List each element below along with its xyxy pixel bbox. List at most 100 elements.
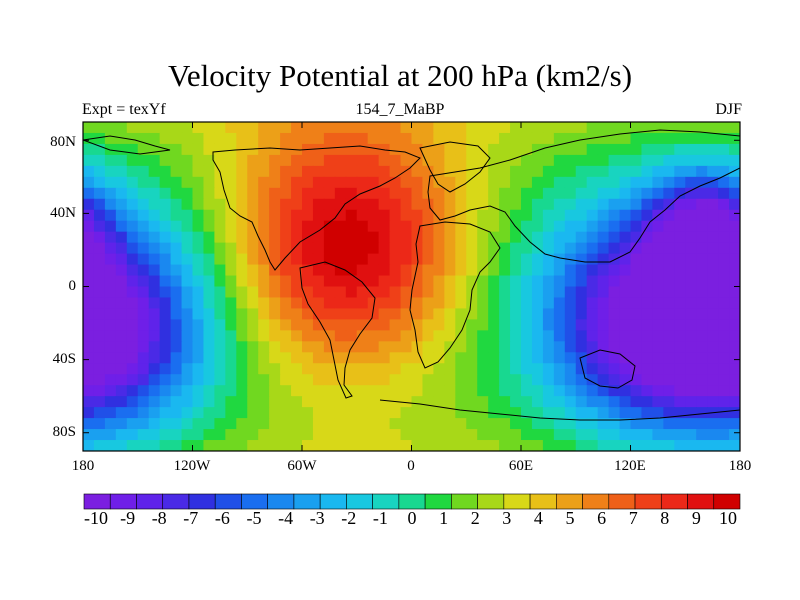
field-cell xyxy=(367,176,380,189)
field-cell xyxy=(652,176,664,189)
field-cell xyxy=(510,429,522,441)
field-cell xyxy=(126,132,139,145)
field-cell xyxy=(258,418,270,430)
field-cell xyxy=(312,308,325,320)
field-cell xyxy=(356,264,369,277)
field-cell xyxy=(345,176,358,189)
field-cell xyxy=(192,374,205,386)
field-cell xyxy=(389,231,402,244)
field-cell xyxy=(159,132,172,145)
field-cell xyxy=(312,319,325,331)
field-cell xyxy=(608,220,621,233)
field-cell xyxy=(729,220,740,233)
field-cell xyxy=(378,319,391,331)
field-cell xyxy=(291,198,303,211)
field-cell xyxy=(93,143,106,156)
field-cell xyxy=(521,231,533,244)
field-cell xyxy=(258,176,270,189)
field-cell xyxy=(641,154,653,167)
field-cell xyxy=(367,122,380,134)
field-cell xyxy=(619,418,632,430)
field-cell xyxy=(674,319,686,331)
field-cell xyxy=(389,220,402,233)
field-cell xyxy=(674,132,686,145)
field-cell xyxy=(225,363,237,375)
field-cell xyxy=(345,220,358,233)
field-cell xyxy=(83,198,95,211)
field-cell xyxy=(345,319,358,331)
field-cell xyxy=(564,198,577,211)
field-cell xyxy=(553,253,566,266)
field-cell xyxy=(477,165,489,178)
field-cell xyxy=(608,330,621,342)
field-cell xyxy=(148,341,161,353)
field-cell xyxy=(411,286,424,299)
field-cell xyxy=(400,396,413,408)
field-cell xyxy=(597,220,610,233)
field-cell xyxy=(302,122,314,134)
field-cell xyxy=(422,297,434,310)
field-cell xyxy=(312,352,325,364)
field-cell xyxy=(521,440,533,451)
field-cell xyxy=(225,385,237,397)
field-cell xyxy=(608,308,621,320)
field-cell xyxy=(630,396,643,408)
lon-tick-180e: 180 xyxy=(728,458,752,474)
axis-ticks xyxy=(82,122,741,451)
field-cell xyxy=(531,122,544,134)
field-cell xyxy=(411,418,424,430)
field-cell xyxy=(422,253,434,266)
field-cell xyxy=(411,319,424,331)
field-cell xyxy=(291,363,303,375)
field-cell xyxy=(652,275,664,288)
field-cell xyxy=(466,154,478,167)
field-cell xyxy=(466,407,478,419)
field-cell xyxy=(258,165,270,178)
field-cell xyxy=(466,209,478,222)
field-cell xyxy=(269,242,281,255)
field-cell xyxy=(488,220,500,233)
field-cell xyxy=(586,198,599,211)
field-cell xyxy=(674,242,686,255)
field-cell xyxy=(93,396,106,408)
field-cell xyxy=(499,341,511,353)
field-cell xyxy=(356,352,369,364)
field-cell xyxy=(345,231,358,244)
field-cell xyxy=(685,275,697,288)
field-cell xyxy=(542,220,555,233)
field-cell xyxy=(674,165,686,178)
field-cell xyxy=(137,209,150,222)
field-cell xyxy=(148,209,161,222)
field-cell xyxy=(323,396,336,408)
field-cell xyxy=(323,407,336,419)
field-cell xyxy=(422,396,434,408)
field-cell xyxy=(236,187,248,200)
field-cell xyxy=(280,374,292,386)
field-cell xyxy=(521,165,533,178)
field-cell xyxy=(214,352,226,364)
field-cell xyxy=(236,198,248,211)
field-cell xyxy=(159,231,172,244)
field-cell xyxy=(115,418,128,430)
field-cell xyxy=(192,122,205,134)
field-cell xyxy=(488,330,500,342)
field-cell xyxy=(488,352,500,364)
field-cell xyxy=(630,374,643,386)
field-cell xyxy=(137,385,150,397)
field-cell xyxy=(93,363,106,375)
field-cell xyxy=(444,363,456,375)
coastline-north-america xyxy=(212,145,421,271)
field-cell xyxy=(531,209,544,222)
field-cell xyxy=(455,198,467,211)
field-cell xyxy=(542,176,555,189)
field-cell xyxy=(269,209,281,222)
field-cell xyxy=(531,341,544,353)
field-cell xyxy=(323,165,336,178)
field-cell xyxy=(378,341,391,353)
field-cell xyxy=(181,165,194,178)
field-cell xyxy=(663,374,675,386)
field-cell xyxy=(126,187,139,200)
field-cell xyxy=(312,220,325,233)
contour-field xyxy=(83,122,740,451)
field-cell xyxy=(608,187,621,200)
